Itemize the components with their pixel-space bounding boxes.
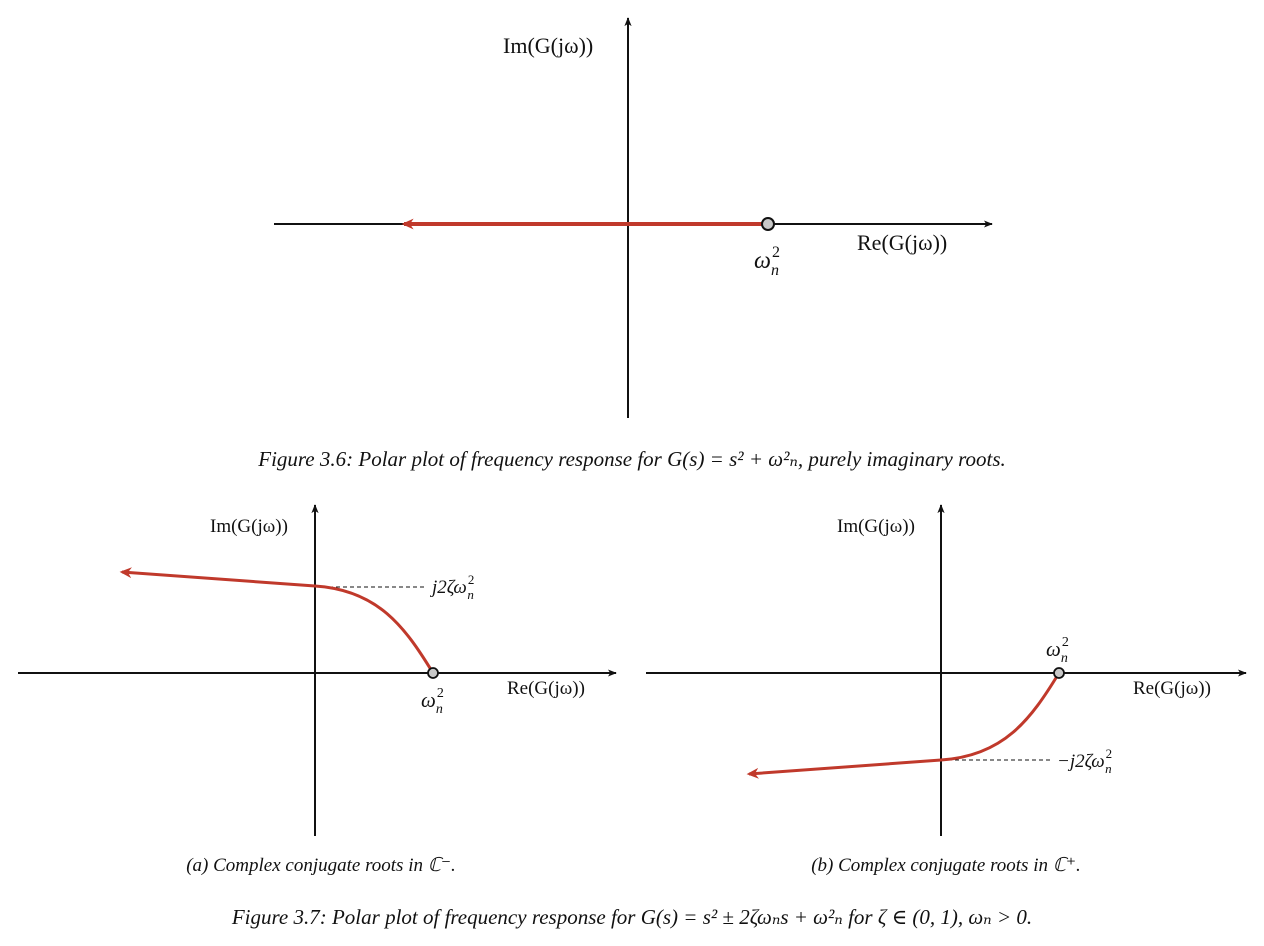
intercept-label: j2ζω2 n bbox=[429, 572, 474, 602]
frequency-response-curve bbox=[746, 672, 1061, 779]
omega-n-squared-label: ω2 n bbox=[1046, 635, 1069, 666]
omega-n-squared-label: ω2 n bbox=[421, 686, 444, 717]
panel-a-caption: (a) Complex conjugate roots in ℂ⁻. bbox=[186, 855, 456, 876]
im-axis-label: Im(G(jω)) bbox=[503, 33, 593, 58]
panel-b-caption: (b) Complex conjugate roots in ℂ⁺. bbox=[811, 855, 1081, 876]
figure-3-7-caption: Figure 3.7: Polar plot of frequency resp… bbox=[231, 905, 1032, 929]
figure-3-7-panel-a: Im(G(jω)) Re(G(jω)) j2ζω2 n ω2 n (a) Compl… bbox=[18, 504, 617, 876]
re-axis-label: Re(G(jω)) bbox=[1133, 678, 1211, 699]
start-point-marker bbox=[427, 667, 439, 679]
start-point-marker bbox=[761, 217, 775, 231]
intercept-label: −j2ζω2 n bbox=[1057, 746, 1112, 776]
frequency-response-curve bbox=[119, 567, 435, 674]
figure-3-6-caption: Figure 3.6: Polar plot of frequency resp… bbox=[257, 447, 1006, 471]
figure-3-7-panel-b: Im(G(jω)) Re(G(jω)) ω2 n −j2ζω2 n (b) Comp… bbox=[646, 504, 1247, 876]
figure-3-6: Im(G(jω)) Re(G(jω)) ω2 n Figure 3.6: Pola… bbox=[257, 17, 1006, 471]
im-axis-label: Im(G(jω)) bbox=[210, 516, 288, 537]
re-axis-label: Re(G(jω)) bbox=[857, 230, 947, 255]
start-point-marker bbox=[1053, 667, 1065, 679]
re-axis-label: Re(G(jω)) bbox=[507, 678, 585, 699]
omega-n-squared-label: ω2 n bbox=[754, 244, 780, 279]
im-axis-label: Im(G(jω)) bbox=[837, 516, 915, 537]
